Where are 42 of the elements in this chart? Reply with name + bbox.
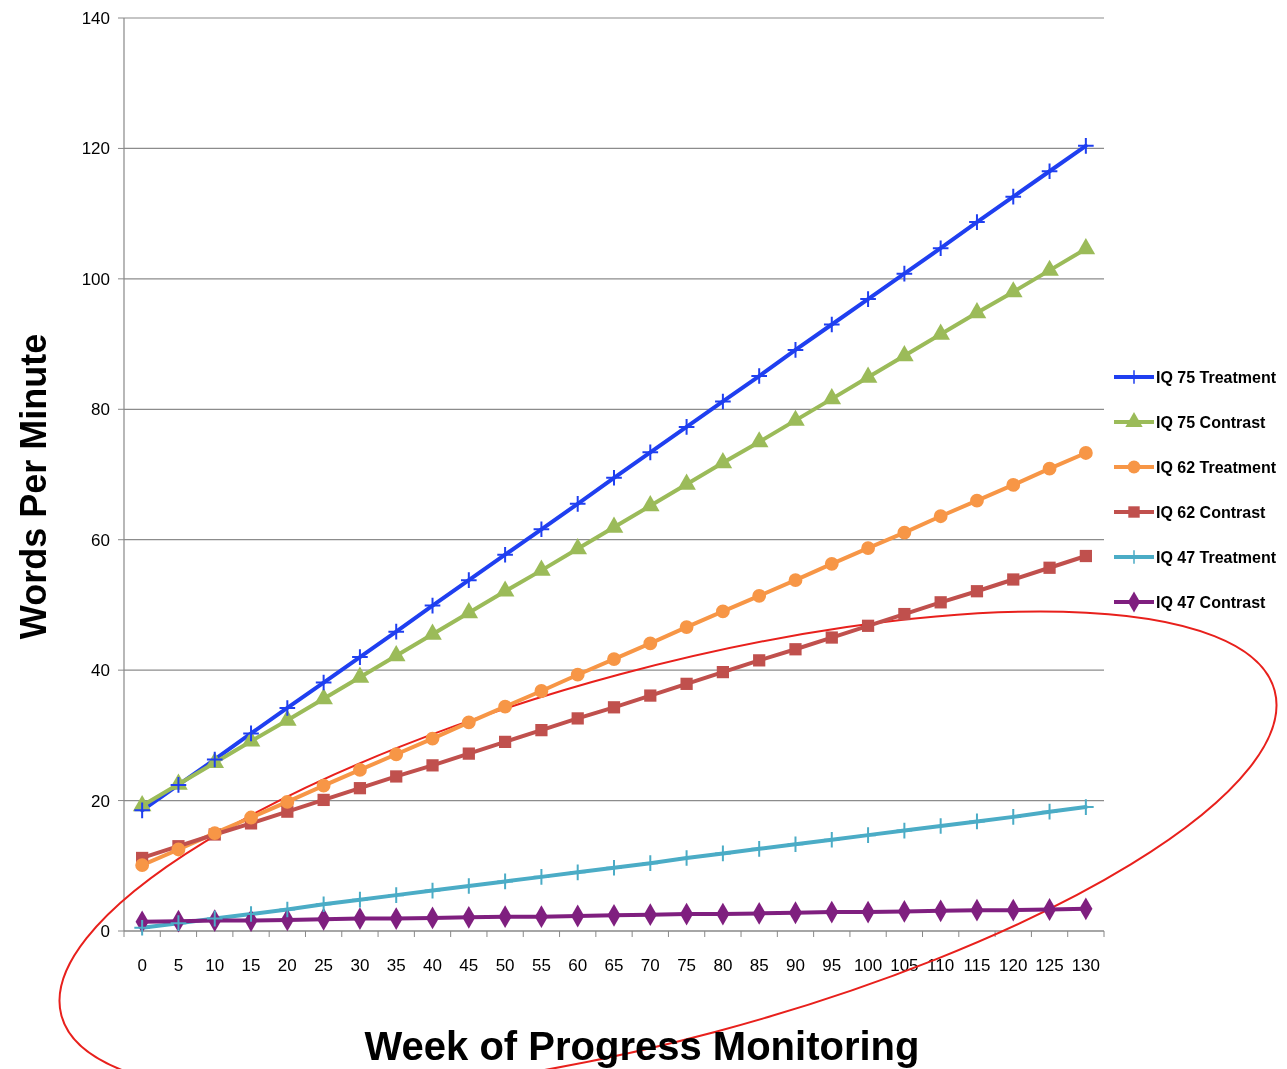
y-axis-title: Words Per Minute [13, 333, 54, 640]
y-tick-label: 60 [91, 530, 110, 550]
legend-label: IQ 62 Treatment [1156, 458, 1277, 476]
x-tick-label: 55 [531, 956, 551, 975]
x-tick-label: 40 [423, 956, 442, 975]
x-tick-label: 130 [1071, 956, 1101, 975]
y-tick-label: 0 [100, 921, 110, 941]
x-tick-label: 110 [927, 956, 955, 975]
legend-label: IQ 62 Contrast [1156, 503, 1267, 521]
x-tick-label: 5 [173, 956, 184, 975]
x-tick-label: 30 [350, 956, 370, 975]
x-tick-label: 25 [314, 956, 334, 975]
x-tick-label: 20 [277, 956, 297, 975]
x-tick-label: 45 [459, 956, 479, 975]
y-tick-label: 140 [81, 8, 110, 28]
x-tick-label: 65 [604, 956, 624, 975]
x-tick-label: 115 [963, 956, 991, 975]
legend-label: IQ 75 Contrast [1156, 413, 1267, 431]
x-tick-label: 125 [1035, 956, 1064, 975]
x-tick-label: 95 [822, 956, 842, 975]
x-tick-label: 75 [677, 956, 697, 975]
x-tick-label: 80 [713, 956, 733, 975]
y-tick-label: 40 [91, 661, 110, 681]
x-tick-label: 50 [495, 956, 515, 975]
x-tick-label: 35 [386, 956, 406, 975]
x-tick-label: 70 [640, 956, 660, 975]
x-tick-label: 105 [890, 956, 919, 975]
x-tick-label: 85 [749, 956, 769, 975]
y-tick-label: 120 [81, 139, 110, 159]
x-tick-label: 90 [786, 956, 805, 975]
x-tick-label: 10 [205, 956, 225, 975]
x-tick-label: 15 [241, 956, 261, 975]
legend-label: IQ 47 Contrast [1156, 593, 1267, 611]
x-tick-label: 120 [999, 956, 1028, 975]
x-tick-label: 100 [853, 956, 883, 975]
y-tick-label: 80 [91, 400, 110, 420]
y-tick-label: 20 [91, 791, 110, 811]
x-tick-label: 0 [137, 956, 147, 975]
legend-label: IQ 75 Treatment [1156, 368, 1277, 386]
x-tick-label: 60 [568, 956, 588, 975]
y-tick-label: 100 [81, 269, 110, 289]
legend-label: IQ 47 Treatment [1156, 548, 1277, 566]
